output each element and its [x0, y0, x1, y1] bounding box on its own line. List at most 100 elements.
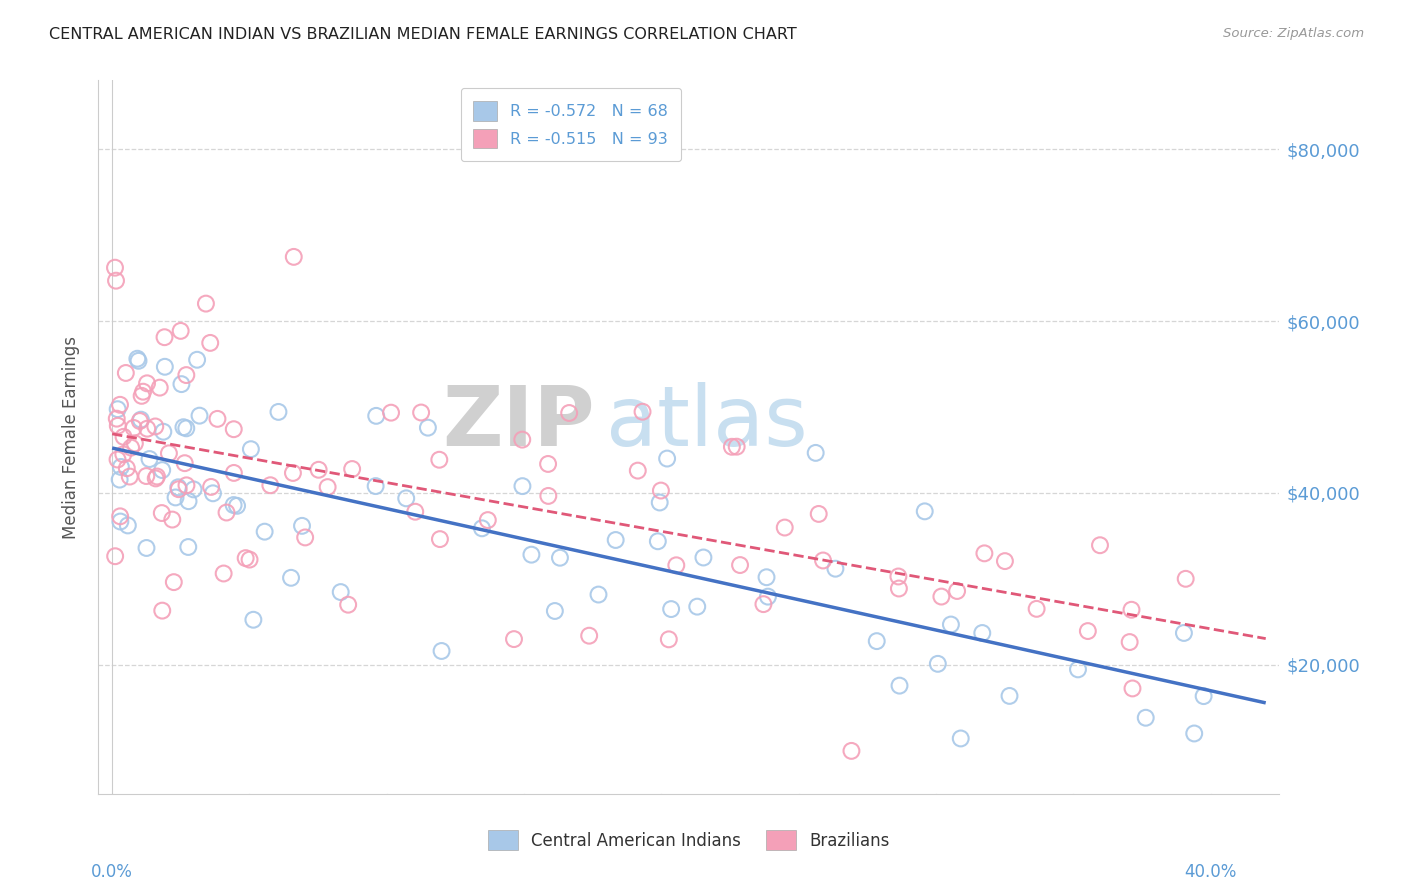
Text: 40.0%: 40.0% — [1185, 863, 1237, 880]
Point — [163, 575, 186, 590]
Point — [665, 558, 688, 573]
Point — [380, 406, 402, 420]
Point — [167, 482, 190, 496]
Point — [177, 540, 200, 554]
Point — [558, 406, 581, 420]
Point — [430, 644, 453, 658]
Point — [650, 483, 672, 498]
Point — [544, 604, 567, 618]
Point — [914, 504, 936, 518]
Point — [239, 442, 262, 457]
Point — [253, 524, 276, 539]
Point — [120, 441, 142, 455]
Point — [1182, 726, 1205, 740]
Point — [427, 452, 450, 467]
Point — [165, 491, 187, 505]
Point — [173, 456, 195, 470]
Point — [118, 469, 141, 483]
Point — [429, 532, 451, 546]
Text: atlas: atlas — [606, 383, 808, 463]
Point — [157, 446, 180, 460]
Point — [200, 335, 222, 350]
Point — [512, 479, 534, 493]
Point — [194, 296, 217, 310]
Point — [1088, 538, 1111, 552]
Point — [337, 598, 360, 612]
Point — [150, 604, 173, 618]
Point — [755, 570, 778, 584]
Point — [1025, 602, 1047, 616]
Point — [659, 602, 682, 616]
Point — [537, 457, 560, 471]
Point — [152, 425, 174, 439]
Point — [124, 436, 146, 450]
Point — [627, 464, 650, 478]
Point — [170, 377, 193, 392]
Point — [395, 491, 418, 506]
Point — [150, 506, 173, 520]
Point — [477, 513, 499, 527]
Point — [510, 433, 533, 447]
Point — [153, 359, 176, 374]
Point — [588, 588, 610, 602]
Point — [222, 466, 245, 480]
Point — [316, 480, 339, 494]
Point — [107, 402, 129, 417]
Point — [773, 520, 796, 534]
Point — [1067, 662, 1090, 676]
Point — [340, 462, 363, 476]
Point — [824, 562, 846, 576]
Point — [503, 632, 526, 646]
Point — [110, 459, 132, 474]
Point — [537, 489, 560, 503]
Point — [946, 584, 969, 599]
Point — [1135, 711, 1157, 725]
Point — [110, 515, 132, 529]
Point — [238, 552, 260, 566]
Point — [841, 744, 863, 758]
Point — [177, 494, 200, 508]
Point — [114, 366, 136, 380]
Point — [548, 550, 571, 565]
Point — [105, 274, 128, 288]
Point — [143, 419, 166, 434]
Point — [107, 452, 129, 467]
Text: Source: ZipAtlas.com: Source: ZipAtlas.com — [1223, 27, 1364, 40]
Point — [416, 420, 439, 434]
Point — [939, 617, 962, 632]
Point — [200, 480, 222, 494]
Point — [129, 412, 152, 426]
Point — [1173, 626, 1195, 640]
Text: ZIP: ZIP — [441, 383, 595, 463]
Point — [108, 473, 131, 487]
Point — [1192, 689, 1215, 703]
Point — [186, 352, 208, 367]
Point — [973, 546, 995, 560]
Point — [1174, 572, 1197, 586]
Point — [411, 405, 433, 419]
Point — [1118, 635, 1140, 649]
Point — [104, 260, 127, 275]
Point — [520, 548, 543, 562]
Point — [259, 478, 281, 492]
Point — [647, 534, 669, 549]
Point — [756, 590, 779, 604]
Point — [725, 440, 748, 454]
Point — [172, 420, 194, 434]
Point — [131, 389, 153, 403]
Point — [931, 590, 953, 604]
Point — [294, 531, 316, 545]
Point — [162, 512, 184, 526]
Point — [927, 657, 949, 671]
Point — [136, 376, 159, 391]
Point — [149, 381, 172, 395]
Point — [215, 506, 238, 520]
Point — [887, 569, 910, 583]
Point — [631, 405, 654, 419]
Point — [207, 412, 229, 426]
Point — [212, 566, 235, 581]
Point — [811, 553, 834, 567]
Point — [150, 463, 173, 477]
Point — [135, 469, 157, 483]
Point — [122, 421, 145, 435]
